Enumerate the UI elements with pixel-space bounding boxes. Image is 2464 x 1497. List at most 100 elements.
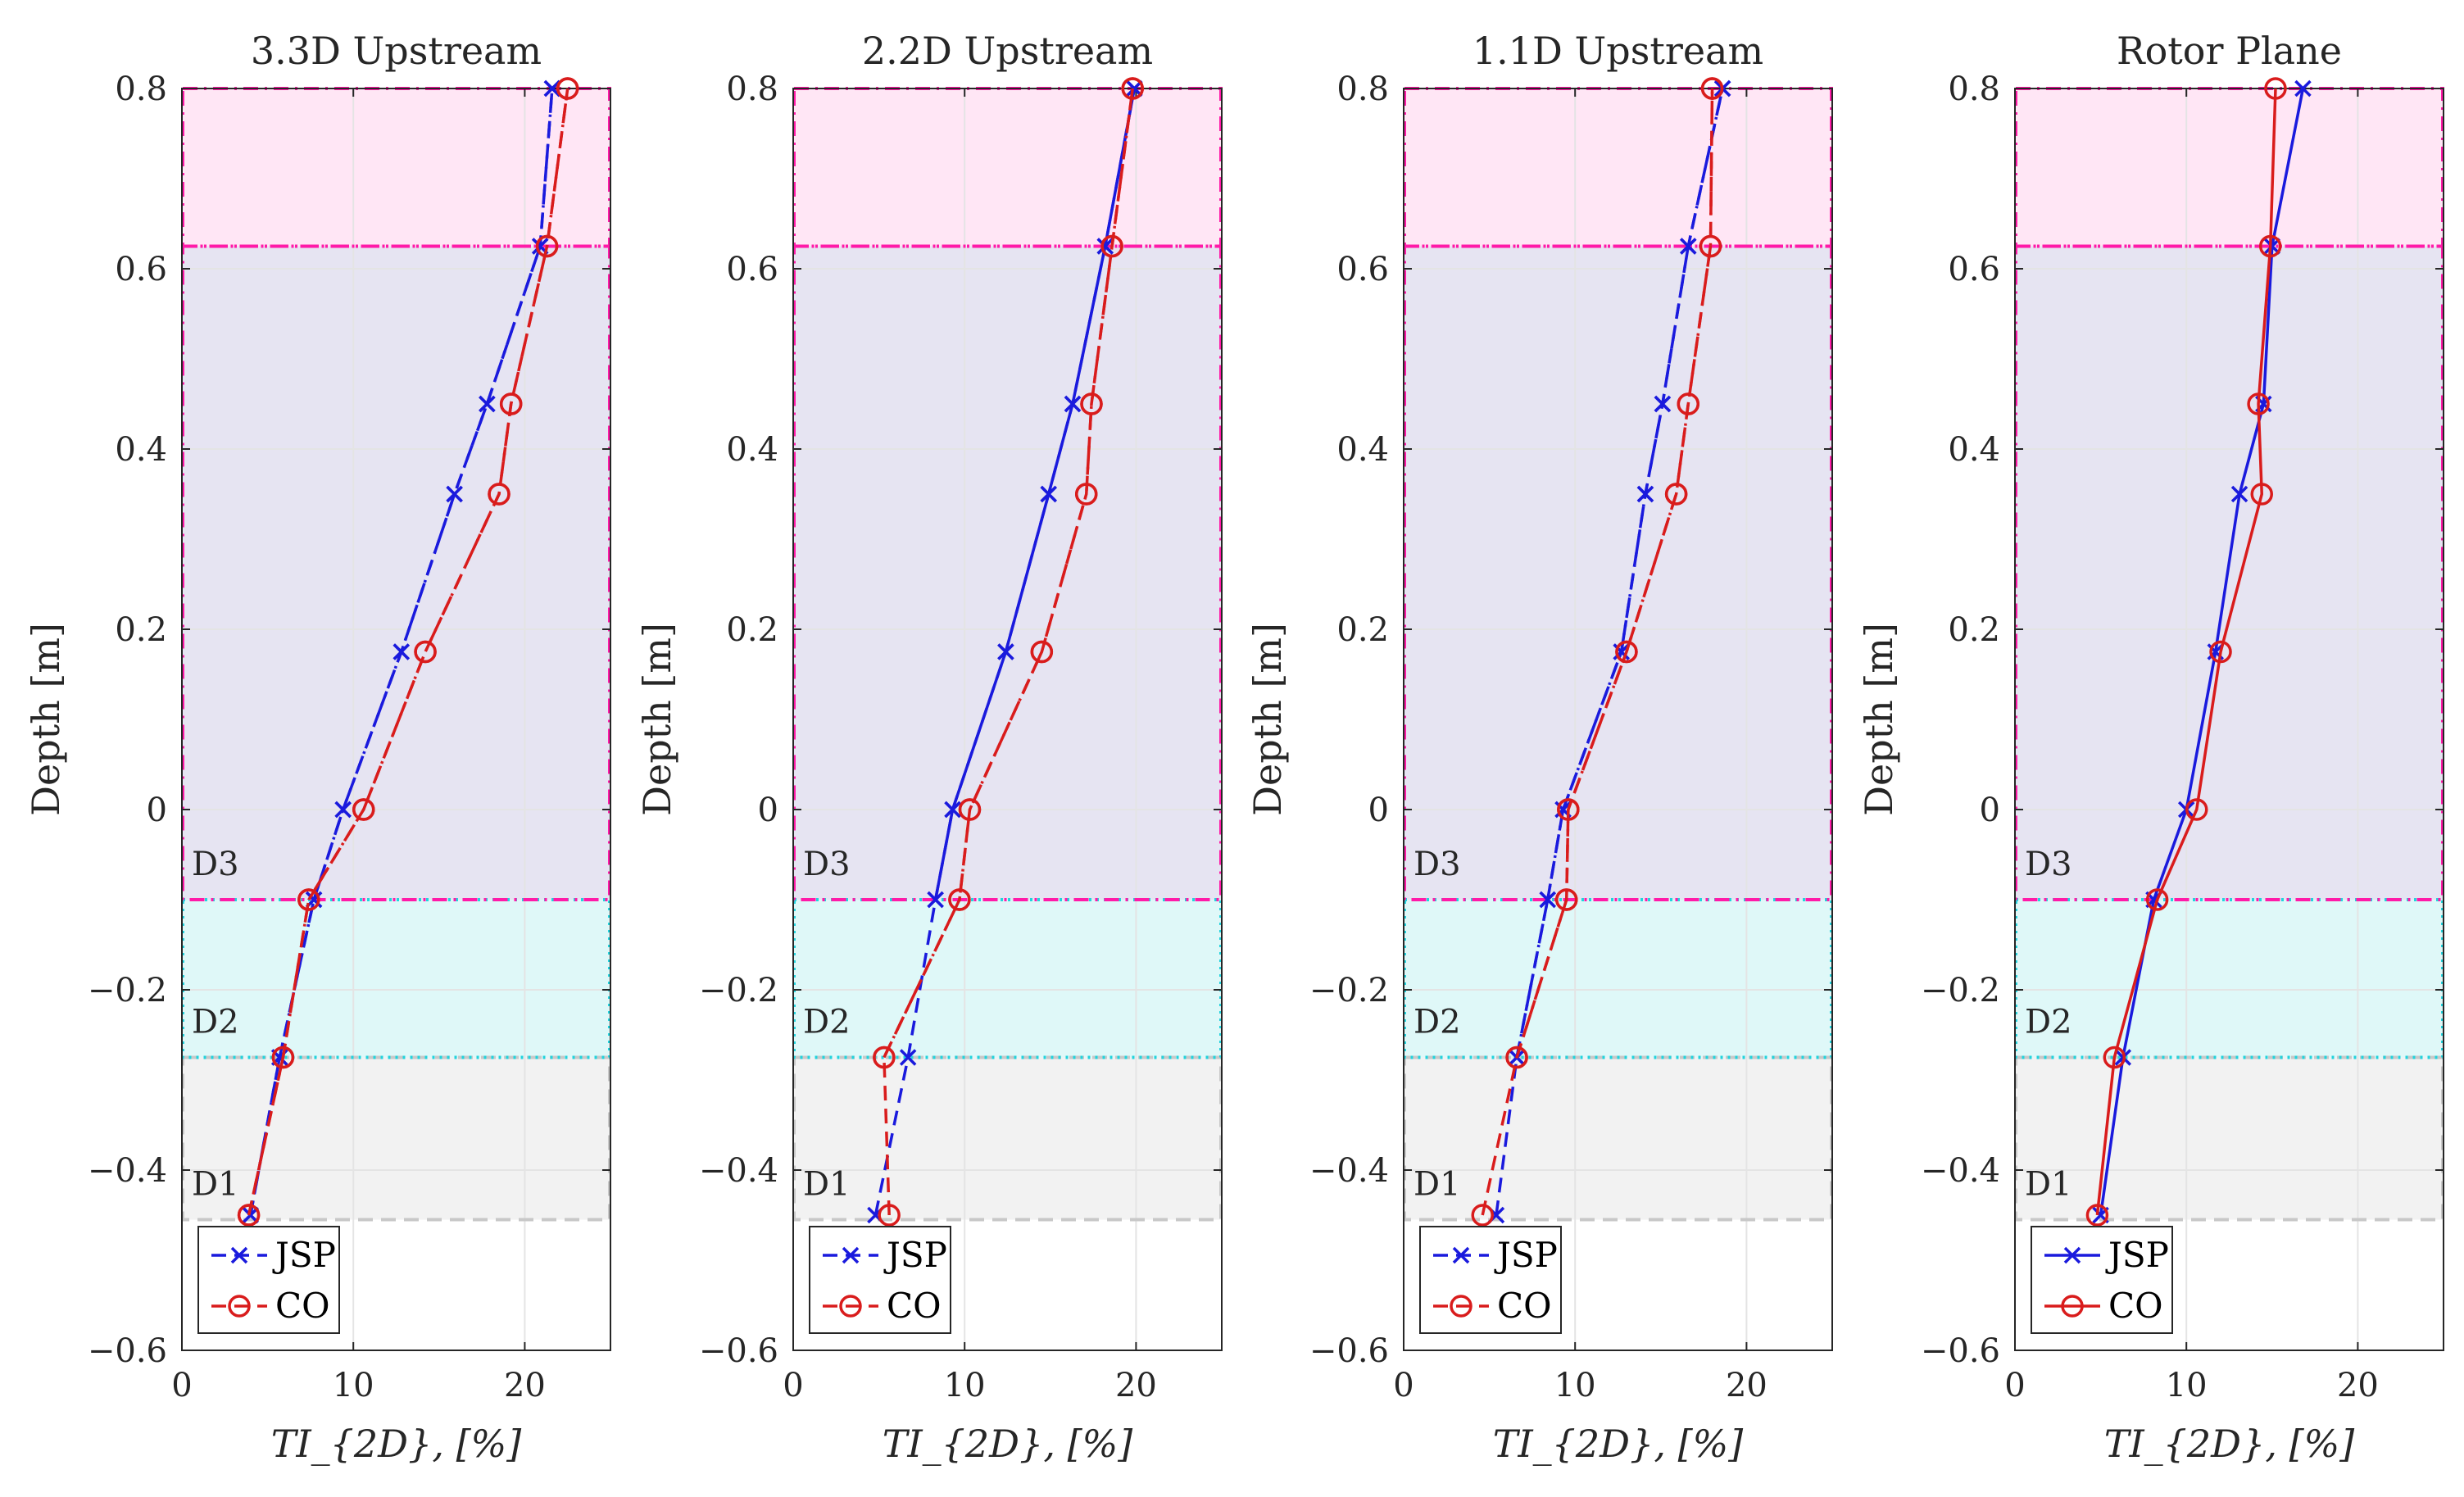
x-tick-label: 0	[2004, 1367, 2025, 1404]
legend-box	[1419, 1226, 1562, 1334]
y-tick-label: 0.4	[1948, 431, 2000, 469]
legend-marker	[839, 1295, 862, 1318]
zone-band	[793, 246, 1222, 900]
y-tick-label: 0.8	[1948, 70, 2000, 108]
data-point	[1664, 483, 1688, 506]
x-axis-label: TI_{2D}, [%]	[1493, 1422, 1743, 1466]
zone-label: D1	[803, 1166, 851, 1204]
legend-marker	[2061, 1295, 2084, 1318]
series-line	[247, 88, 569, 1216]
data-point	[535, 234, 559, 258]
zone-label: D3	[803, 846, 851, 883]
data-point	[446, 485, 463, 503]
zone-label: D3	[192, 846, 239, 883]
data-point	[1615, 640, 1638, 664]
data-point	[1064, 395, 1082, 413]
data-point	[1539, 891, 1556, 909]
data-point	[2103, 1046, 2126, 1069]
legend-marker	[228, 1295, 251, 1318]
x-tick-label: 20	[504, 1367, 546, 1404]
zone-label: D1	[1414, 1166, 1461, 1204]
zone-band	[182, 900, 610, 1058]
y-tick-label: −0.6	[1921, 1332, 2000, 1370]
legend-marker	[2063, 1246, 2081, 1264]
data-point	[1677, 392, 1700, 415]
axes-box	[792, 88, 1223, 1351]
data-point	[393, 643, 411, 660]
zone-label: D2	[1414, 1004, 1461, 1041]
data-point	[242, 1206, 259, 1224]
legend-label: JSP	[1494, 1235, 1558, 1275]
data-point	[997, 643, 1014, 660]
zone-band	[1404, 1057, 1832, 1220]
data-point	[2209, 640, 2232, 664]
data-point	[1699, 234, 1722, 258]
legend-marker	[230, 1246, 248, 1264]
data-point	[479, 395, 496, 413]
data-point	[237, 1204, 261, 1227]
y-tick-label: −0.4	[88, 1152, 167, 1190]
axes-box	[2014, 88, 2444, 1351]
series-jsp-solid-	[927, 79, 1143, 909]
y-tick-label: −0.6	[1309, 1332, 1389, 1370]
axes-box	[181, 88, 611, 1351]
data-point	[2294, 79, 2312, 98]
panel-3: D1 D2 D3 −0.6 −0.4 −0.2 0 0.2 0.4 0.6 0.8 0 10 20 1.1D…	[1246, 29, 1833, 1466]
y-tick-label: 0.4	[726, 431, 778, 469]
legend-box	[197, 1226, 340, 1334]
zone-band	[793, 1057, 1222, 1220]
zone-border	[2014, 898, 2444, 1059]
y-axis-label: Depth [m]	[635, 623, 679, 816]
y-tick-label: 0.8	[1336, 70, 1389, 108]
data-point	[2263, 238, 2281, 255]
x-tick-label: 10	[944, 1367, 986, 1404]
x-tick-label: 20	[1115, 1367, 1157, 1404]
data-point	[1121, 77, 1144, 100]
panel-2: D1 D2 D3 −0.6 −0.4 −0.2 0 0.2 0.4 0.6 0.8 0 10 20 2.2D…	[635, 29, 1223, 1466]
x-tick-label: 10	[2166, 1367, 2208, 1404]
y-tick-label: 0.8	[115, 70, 167, 108]
y-tick-label: −0.2	[88, 972, 167, 1009]
legend-box	[809, 1226, 951, 1334]
zone-band	[182, 246, 610, 900]
y-tick-label: −0.2	[1309, 972, 1389, 1009]
legend: JSP CO	[809, 1226, 951, 1334]
legend-label: JSP	[272, 1235, 336, 1275]
x-tick-label: 0	[1393, 1367, 1414, 1404]
zone-label: D2	[2025, 1004, 2072, 1041]
axes-box	[1403, 88, 1833, 1351]
y-tick-label: −0.6	[699, 1332, 778, 1370]
y-tick-label: −0.4	[699, 1152, 778, 1190]
y-tick-label: 0.8	[726, 70, 778, 108]
legend-label: CO	[1497, 1286, 1552, 1326]
zone-label: D2	[803, 1004, 851, 1041]
data-point	[499, 392, 523, 415]
legend-marker	[1450, 1295, 1473, 1318]
zone-band	[1404, 246, 1832, 900]
data-point	[2230, 485, 2248, 503]
y-tick-label: 0.6	[1948, 251, 2000, 288]
y-tick-label: 0	[758, 792, 778, 829]
y-tick-label: 0.6	[726, 251, 778, 288]
y-tick-label: 0.6	[1336, 251, 1389, 288]
zone-band	[182, 1057, 610, 1220]
zone-label: D3	[1414, 846, 1461, 883]
chart-title: 2.2D Upstream	[862, 29, 1153, 73]
zone-label: D1	[192, 1166, 239, 1204]
legend-label: CO	[275, 1286, 330, 1326]
chart-title: Rotor Plane	[2117, 29, 2342, 73]
data-point	[1557, 798, 1580, 821]
series-line	[1481, 88, 1714, 1216]
data-point	[927, 891, 944, 909]
y-tick-label: 0.4	[1336, 431, 1389, 469]
y-tick-label: −0.2	[1921, 972, 2000, 1009]
y-tick-label: 0	[1368, 792, 1389, 829]
data-point	[948, 888, 971, 911]
legend: JSP CO	[1419, 1226, 1562, 1334]
zone-border	[181, 898, 611, 1059]
x-tick-label: 0	[171, 1367, 192, 1404]
x-axis-label: TI_{2D}, [%]	[271, 1422, 521, 1466]
data-point	[1636, 485, 1654, 503]
zone-band	[1404, 88, 1832, 247]
data-point	[271, 1046, 295, 1069]
